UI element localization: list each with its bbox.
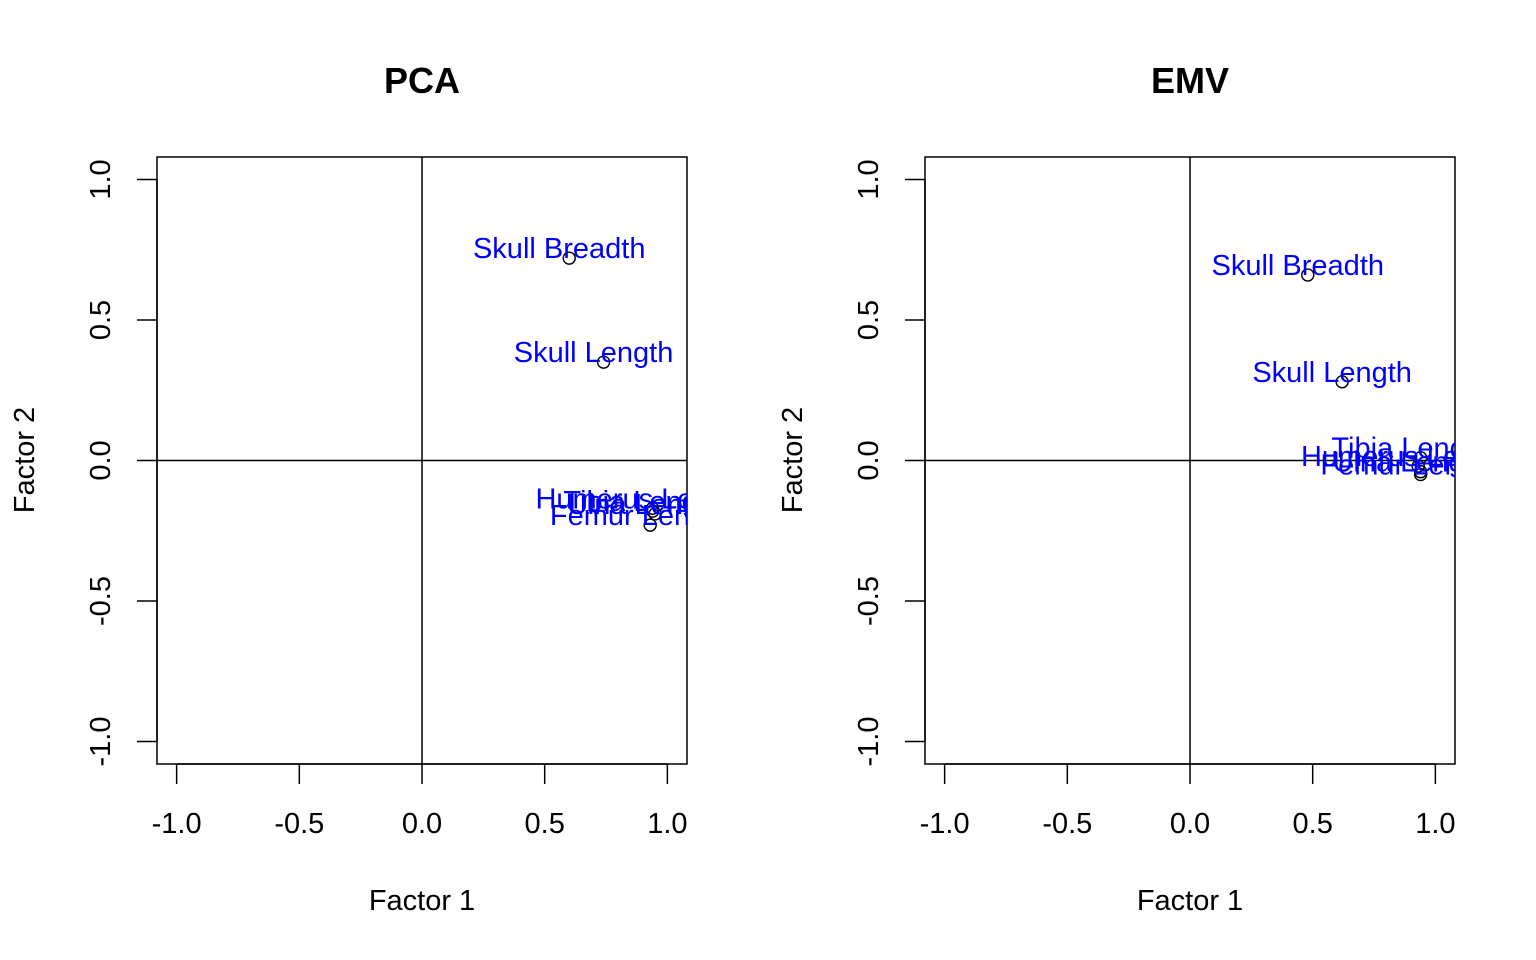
point-label: Skull Length: [1252, 357, 1412, 389]
x-tick-label: 1.0: [1415, 808, 1455, 840]
x-tick-label: 0.5: [525, 808, 565, 840]
data-layer: Skull Breadth Skull Length Humerus LengthU…: [1212, 250, 1515, 482]
point-label: Ulna Length: [1332, 447, 1488, 479]
chart-title: EMV: [1151, 60, 1229, 101]
data-point: [1335, 375, 1349, 389]
point-label: Skull Breadth: [473, 233, 646, 265]
chart-title: PCA: [384, 60, 460, 101]
point-label: Femur Length: [550, 500, 731, 532]
y-tick-label: 0.0: [85, 440, 117, 480]
point-label: Skull Length: [514, 337, 674, 369]
x-tick-label: 0.0: [402, 808, 442, 840]
data-point: [1301, 268, 1315, 282]
data-point: [596, 355, 611, 369]
point-label: Tibia Length: [563, 486, 722, 518]
data-layer: Skull Breadth Skull Length Humerus LengthU…: [473, 233, 749, 532]
data-point: [648, 507, 662, 521]
data-point: [1413, 467, 1428, 482]
pca-panel: PCA Factor 1 Factor 2 -1.0 -0.5 0.0 0.5 1.0-…: [9, 60, 749, 917]
y-tick-label: 1.0: [85, 159, 117, 199]
y-tick-label: -0.5: [853, 576, 885, 626]
data-point: [562, 251, 576, 265]
data-point: [643, 518, 657, 532]
y-axis-label: Factor 2: [9, 407, 41, 513]
y-tick-label: 1.0: [853, 159, 885, 199]
plot-area: -1.0 -0.5 0.0 0.5 1.0 -1.0 -0.5 0.0 0.5 1.0 Skull …: [85, 156, 749, 840]
x-tick-label: 0.0: [1170, 808, 1210, 840]
data-point: [1413, 450, 1428, 465]
y-tick-label: 0.5: [85, 300, 117, 340]
point-label: Tibia Length: [1331, 433, 1490, 465]
x-tick-label: -0.5: [274, 808, 324, 840]
x-tick-label: 0.5: [1293, 808, 1333, 840]
y-tick-label: -1.0: [85, 717, 117, 767]
y-tick-label: -1.0: [853, 717, 885, 767]
y-axis-label: Factor 2: [777, 407, 809, 513]
x-tick-label: 1.0: [647, 808, 687, 840]
data-point: [645, 504, 660, 518]
point-label: Humerus Length: [535, 483, 749, 515]
y-tick-label: -0.5: [85, 576, 117, 626]
x-tick-label: -0.5: [1042, 808, 1092, 840]
x-axis-label: Factor 1: [369, 885, 475, 917]
x-tick-label: -1.0: [920, 808, 970, 840]
point-label: Skull Breadth: [1212, 250, 1385, 282]
emv-panel: EMV Factor 1 Factor 2 -1.0 -0.5 0.0 0.5 1.0-…: [777, 60, 1515, 917]
x-tick-label: -1.0: [152, 808, 202, 840]
y-tick-label: 0.5: [853, 300, 885, 340]
point-label: Femur Length: [1320, 450, 1501, 482]
point-label: Ulna Length: [567, 489, 723, 521]
x-axis-label: Factor 1: [1137, 885, 1243, 917]
plot-area: -1.0 -0.5 0.0 0.5 1.0 -1.0 -0.5 0.0 0.5 1.0 Skull …: [853, 156, 1515, 840]
point-label: Humerus Length: [1301, 441, 1515, 473]
y-tick-label: 0.0: [853, 440, 885, 480]
